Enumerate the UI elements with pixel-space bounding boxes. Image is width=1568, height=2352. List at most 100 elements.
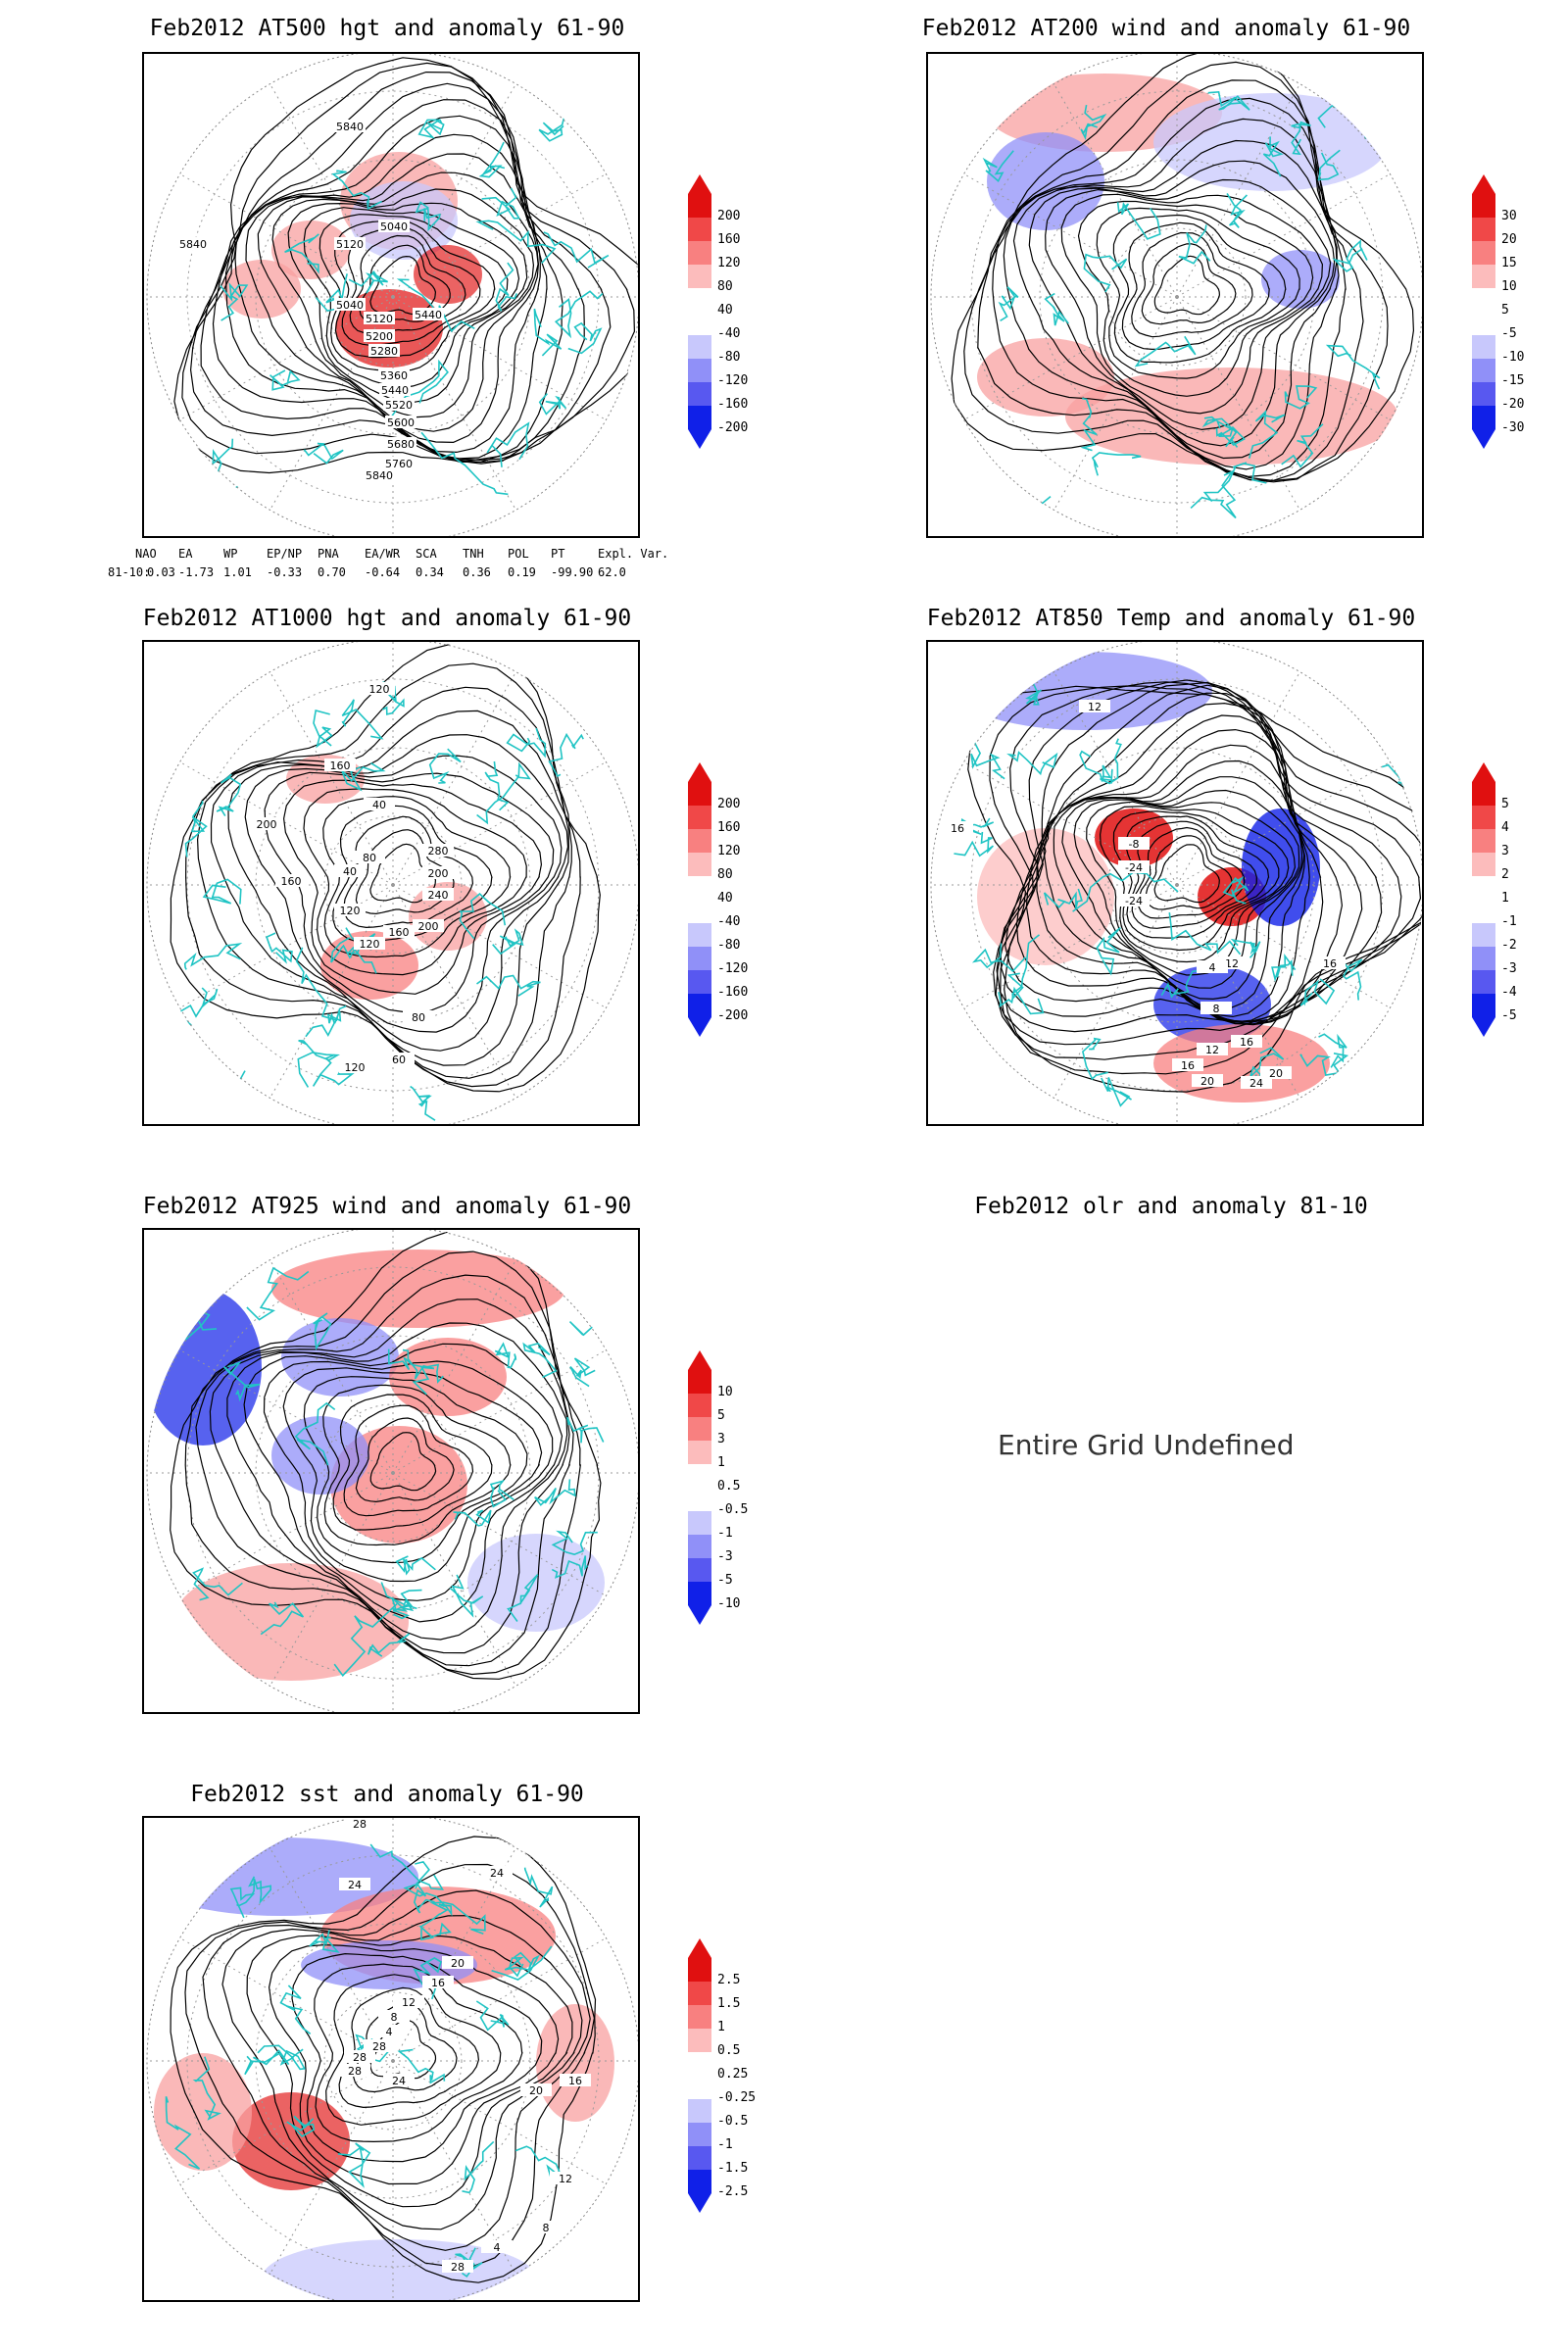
contour-line <box>1131 231 1253 338</box>
contour-line <box>282 1367 543 1583</box>
colorbar-label: 0.5 <box>717 2043 741 2058</box>
coastline <box>303 442 344 465</box>
coastline <box>337 2142 371 2188</box>
contour-line <box>1061 776 1303 1001</box>
coastline <box>533 308 563 357</box>
contour-line <box>184 1863 596 2268</box>
contour-label: 40 <box>343 865 357 878</box>
latitude-circle <box>323 1403 463 1543</box>
contour-label-bg <box>422 1976 454 1988</box>
coastline <box>998 986 1045 1015</box>
coastline <box>538 393 567 416</box>
contour-label: 20 <box>529 2084 543 2097</box>
colorbar-label: 5 <box>1501 303 1509 318</box>
contour-label: 16 <box>431 1977 445 1989</box>
contour-line <box>993 679 1422 1046</box>
coastline <box>313 1312 332 1350</box>
index-value-cell: -0.33 <box>267 565 303 579</box>
colorbar-at850-bar <box>1472 762 1495 1037</box>
contour-line <box>209 1298 570 1654</box>
negative-anomaly <box>1153 93 1389 191</box>
map-content <box>146 1230 638 1712</box>
colorbar-segment <box>688 1441 711 1464</box>
contour-line <box>1015 702 1344 1026</box>
contour-label-bg <box>334 237 366 250</box>
contour-label: 24 <box>348 1879 362 1891</box>
colorbar-segment <box>688 288 711 312</box>
coastline <box>1083 253 1128 293</box>
index-value-row: 81-10: 0.03 -1.73 1.01 -0.33 0.70 -0.64 0.34 0.3… <box>108 565 735 581</box>
coastline <box>413 1860 435 1914</box>
coastline <box>449 1574 484 1618</box>
colorbar-segment <box>688 1535 711 1558</box>
colorbar-label: -0.25 <box>717 2090 757 2105</box>
meridian-line <box>178 172 394 298</box>
meridian-line <box>1053 82 1178 298</box>
index-header-cell: EP/NP <box>267 547 303 561</box>
coastline <box>309 1930 340 1953</box>
colorbar-segment <box>1472 406 1495 429</box>
coastline <box>1082 1037 1108 1081</box>
colorbar-segment <box>1472 241 1495 265</box>
colorbar-label: 0.5 <box>717 1479 741 1494</box>
contour-label: 5840 <box>179 238 207 251</box>
colorbar-label: 1 <box>717 1455 725 1470</box>
coastline <box>475 220 557 265</box>
contour-label: 4 <box>1209 961 1216 974</box>
coastline <box>1222 876 1250 905</box>
meridian-line <box>392 1472 608 1597</box>
contour-line <box>1112 810 1280 952</box>
colorbar-segment <box>688 2170 711 2193</box>
contour-label: 60 <box>392 1054 406 1066</box>
contour-label-bg <box>383 457 415 469</box>
contour-label-bg <box>560 2074 591 2086</box>
colorbar-label: 15 <box>1501 256 1517 270</box>
contour-label-bg <box>383 925 415 938</box>
meridian-line <box>392 670 517 886</box>
coastline <box>229 1886 256 1919</box>
contour-line <box>1096 207 1300 379</box>
contour-label: 5760 <box>385 458 413 470</box>
contour-label: 16 <box>1323 957 1337 970</box>
colorbar-segment <box>688 782 711 806</box>
contour-line <box>1153 844 1220 904</box>
contour-line <box>170 1230 602 1680</box>
coastline <box>1299 978 1336 1006</box>
index-header-row: NAO EA WP EP/NP PNA EA/WR SCA TNH POL PT Expl. Var… <box>108 547 735 563</box>
contour-line <box>334 220 496 359</box>
coastline <box>569 1357 596 1388</box>
contour-label-bg <box>1200 1002 1232 1014</box>
contour-line <box>1086 801 1297 976</box>
colorbar-label: 120 <box>717 844 741 858</box>
contour-label-bg <box>354 937 385 950</box>
contour-label: 12 <box>1088 701 1102 713</box>
contour-label: 24 <box>490 1867 504 1880</box>
colorbar-label: 10 <box>717 1385 733 1399</box>
contour-label-bg <box>364 798 395 810</box>
coastline <box>248 1876 272 1905</box>
coastline <box>184 800 208 858</box>
contour-label-bg <box>1118 894 1150 906</box>
colorbar-label: -160 <box>717 397 749 412</box>
contour-label: 28 <box>451 2261 465 2274</box>
coastline <box>954 831 994 858</box>
contour-label-bg <box>334 298 366 311</box>
positive-anomaly <box>154 2053 252 2171</box>
colorbar-segment <box>688 2052 711 2076</box>
colorbar-segment <box>1472 853 1495 876</box>
contour-line <box>303 207 520 389</box>
contour-label-bg <box>383 398 415 411</box>
colorbar-top-arrow <box>688 762 711 782</box>
contour-label: 120 <box>345 1061 366 1074</box>
colorbar-label: -15 <box>1501 373 1525 388</box>
colorbar-segment <box>688 2029 711 2052</box>
colorbar-label: -0.5 <box>717 1502 749 1517</box>
positive-anomaly <box>536 2004 614 2122</box>
coastline <box>313 709 333 749</box>
colorbar-label: 30 <box>1501 209 1517 223</box>
contour-line <box>951 54 1415 482</box>
colorbar-segment <box>1472 335 1495 359</box>
contour-label: 28 <box>353 2051 367 2064</box>
colorbar-label: -5 <box>1501 326 1517 341</box>
contour-line <box>992 97 1347 478</box>
